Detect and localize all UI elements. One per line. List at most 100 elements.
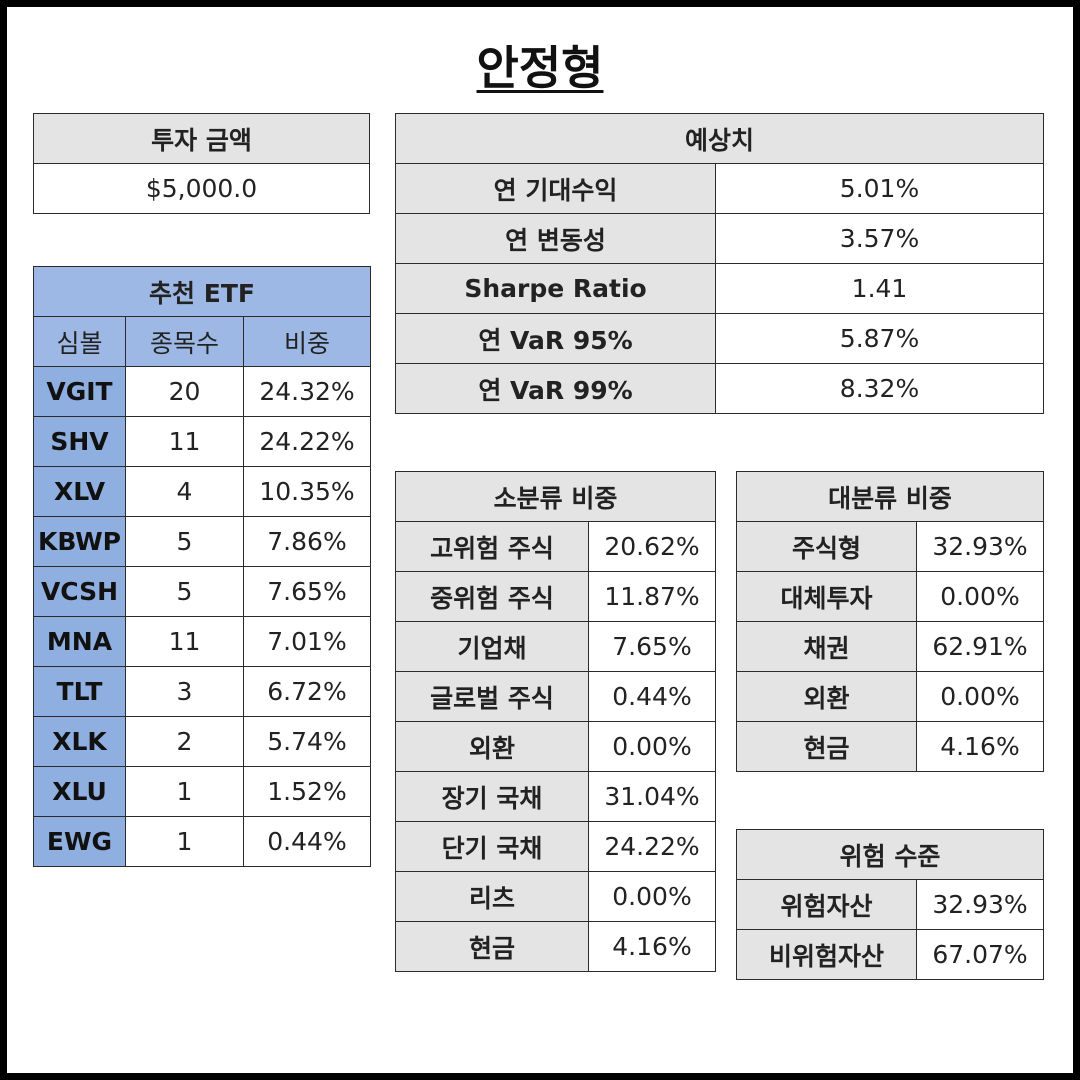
- sub-category-label: 글로벌 주식: [395, 671, 589, 722]
- etf-weight: 0.44%: [243, 816, 371, 867]
- etf-symbol: XLU: [33, 766, 126, 817]
- risk-header: 위험 수준: [736, 829, 1044, 880]
- main-category-table: 대분류 비중 주식형 32.93% 대체투자 0.00% 채권 62.91% 외환 0.00%…: [736, 471, 1044, 772]
- main-category-value: 62.91%: [916, 621, 1044, 672]
- etf-weight: 10.35%: [243, 466, 371, 517]
- etf-count: 1: [125, 766, 244, 817]
- sub-category-row: 고위험 주식 20.62%: [395, 521, 716, 572]
- etf-symbol: XLV: [33, 466, 126, 517]
- forecast-row: Sharpe Ratio 1.41: [395, 263, 1045, 314]
- etf-weight: 24.22%: [243, 416, 371, 467]
- etf-count: 3: [125, 666, 244, 717]
- etf-col-weight: 비중: [243, 316, 371, 367]
- etf-symbol: TLT: [33, 666, 126, 717]
- etf-count: 5: [125, 566, 244, 617]
- etf-row: XLU 1 1.52%: [33, 766, 371, 817]
- main-category-value: 32.93%: [916, 521, 1044, 572]
- main-category-row: 대체투자 0.00%: [736, 571, 1044, 622]
- sub-category-value: 7.65%: [588, 621, 716, 672]
- forecast-value: 1.41: [714, 263, 1045, 314]
- etf-weight: 7.65%: [243, 566, 371, 617]
- forecast-label: 연 VaR 95%: [395, 313, 716, 364]
- forecast-value: 5.87%: [714, 313, 1045, 364]
- main-category-header: 대분류 비중: [736, 471, 1044, 522]
- forecast-row: 연 기대수익 5.01%: [395, 163, 1045, 214]
- etf-count: 2: [125, 716, 244, 767]
- main-category-row: 현금 4.16%: [736, 721, 1044, 772]
- main-category-value: 0.00%: [916, 571, 1044, 622]
- sub-category-label: 외환: [395, 721, 589, 772]
- forecast-table: 예상치 연 기대수익 5.01% 연 변동성 3.57% Sharpe Ratio 1.4…: [394, 113, 1045, 414]
- etf-row: VCSH 5 7.65%: [33, 566, 371, 617]
- etf-weight: 1.52%: [243, 766, 371, 817]
- sub-category-value: 4.16%: [588, 921, 716, 972]
- investment-value: $5,000.0: [33, 163, 370, 214]
- risk-table: 위험 수준 위험자산 32.93% 비위험자산 67.07%: [736, 829, 1044, 980]
- risk-label: 위험자산: [736, 879, 917, 930]
- sub-category-label: 리츠: [395, 871, 589, 922]
- etf-row: KBWP 5 7.86%: [33, 516, 371, 567]
- etf-header: 추천 ETF: [33, 266, 371, 317]
- sub-category-row: 장기 국채 31.04%: [395, 771, 716, 822]
- etf-weight: 6.72%: [243, 666, 371, 717]
- etf-count: 4: [125, 466, 244, 517]
- forecast-row: 연 변동성 3.57%: [395, 213, 1045, 264]
- forecast-value: 8.32%: [714, 363, 1045, 414]
- etf-row: VGIT 20 24.32%: [33, 366, 371, 417]
- sub-category-value: 31.04%: [588, 771, 716, 822]
- forecast-value: 5.01%: [714, 163, 1045, 214]
- etf-symbol: KBWP: [33, 516, 126, 567]
- sub-category-value: 0.00%: [588, 871, 716, 922]
- sub-category-label: 기업채: [395, 621, 589, 672]
- etf-symbol: XLK: [33, 716, 126, 767]
- etf-row: TLT 3 6.72%: [33, 666, 371, 717]
- etf-count: 11: [125, 416, 244, 467]
- risk-value: 32.93%: [916, 879, 1044, 930]
- forecast-row: 연 VaR 95% 5.87%: [395, 313, 1045, 364]
- etf-symbol: MNA: [33, 616, 126, 667]
- sub-category-label: 고위험 주식: [395, 521, 589, 572]
- sub-category-header: 소분류 비중: [395, 471, 716, 522]
- sub-category-label: 현금: [395, 921, 589, 972]
- etf-weight: 5.74%: [243, 716, 371, 767]
- etf-symbol: VGIT: [33, 366, 126, 417]
- sub-category-row: 현금 4.16%: [395, 921, 716, 972]
- risk-label: 비위험자산: [736, 929, 917, 980]
- investment-table: 투자 금액 $5,000.0: [33, 113, 370, 214]
- forecast-label: 연 VaR 99%: [395, 363, 716, 414]
- main-category-label: 현금: [736, 721, 917, 772]
- forecast-label: 연 변동성: [395, 213, 716, 264]
- sub-category-table: 소분류 비중 고위험 주식 20.62% 중위험 주식 11.87% 기업채 7.65% 글…: [395, 471, 716, 972]
- sub-category-value: 11.87%: [588, 571, 716, 622]
- sub-category-value: 20.62%: [588, 521, 716, 572]
- etf-weight: 7.86%: [243, 516, 371, 567]
- sub-category-value: 24.22%: [588, 821, 716, 872]
- forecast-row: 연 VaR 99% 8.32%: [395, 363, 1045, 414]
- sub-category-row: 기업채 7.65%: [395, 621, 716, 672]
- main-category-value: 4.16%: [916, 721, 1044, 772]
- main-category-row: 주식형 32.93%: [736, 521, 1044, 572]
- main-category-value: 0.00%: [916, 671, 1044, 722]
- sub-category-row: 외환 0.00%: [395, 721, 716, 772]
- risk-row: 위험자산 32.93%: [736, 879, 1044, 930]
- etf-symbol: SHV: [33, 416, 126, 467]
- sub-category-row: 글로벌 주식 0.44%: [395, 671, 716, 722]
- sub-category-row: 리츠 0.00%: [395, 871, 716, 922]
- sub-category-label: 장기 국채: [395, 771, 589, 822]
- etf-col-count: 종목수: [125, 316, 244, 367]
- main-category-label: 주식형: [736, 521, 917, 572]
- etf-symbol: VCSH: [33, 566, 126, 617]
- etf-row: XLV 4 10.35%: [33, 466, 371, 517]
- etf-row: MNA 11 7.01%: [33, 616, 371, 667]
- main-category-label: 채권: [736, 621, 917, 672]
- etf-count: 5: [125, 516, 244, 567]
- main-category-label: 대체투자: [736, 571, 917, 622]
- sub-category-label: 중위험 주식: [395, 571, 589, 622]
- etf-row: EWG 1 0.44%: [33, 816, 371, 867]
- risk-row: 비위험자산 67.07%: [736, 929, 1044, 980]
- etf-count: 11: [125, 616, 244, 667]
- etf-row: XLK 2 5.74%: [33, 716, 371, 767]
- investment-header: 투자 금액: [33, 113, 370, 164]
- main-category-label: 외환: [736, 671, 917, 722]
- sub-category-value: 0.00%: [588, 721, 716, 772]
